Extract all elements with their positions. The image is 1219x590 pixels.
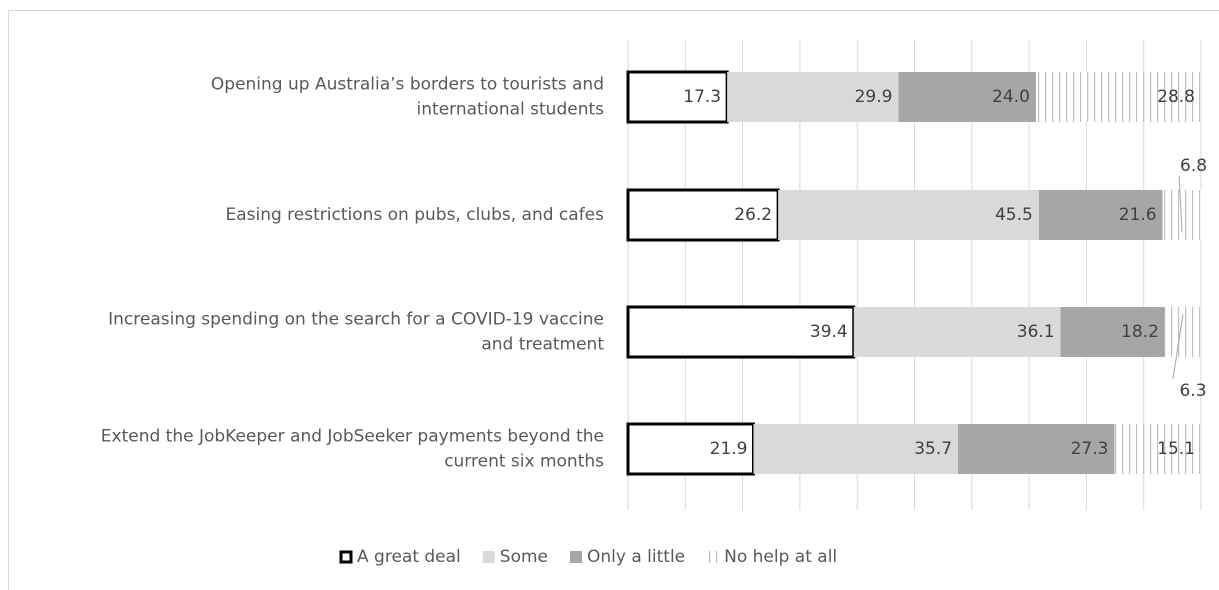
data-label-3-3: 15.1 bbox=[1157, 439, 1195, 459]
legend-label-0: A great deal bbox=[357, 547, 461, 567]
bar-3-3 bbox=[1114, 424, 1201, 474]
category-label-1-0: Easing restrictions on pubs, clubs, and … bbox=[225, 205, 604, 225]
data-label-3-0: 28.8 bbox=[1157, 87, 1195, 107]
data-label-0-2: 39.4 bbox=[810, 322, 848, 342]
bar-0-0 bbox=[626, 70, 729, 124]
bar-2-1 bbox=[1038, 190, 1163, 240]
bar-2-3 bbox=[958, 424, 1115, 474]
data-label-1-0: 29.9 bbox=[855, 87, 893, 107]
data-label-1-1: 45.5 bbox=[995, 205, 1033, 225]
leader-line-2 bbox=[1172, 314, 1184, 380]
data-label-3-1: 6.8 bbox=[1180, 156, 1207, 176]
data-label-2-3: 27.3 bbox=[1071, 439, 1109, 459]
leader-line-1 bbox=[1178, 175, 1183, 233]
bar-2-0 bbox=[898, 72, 1036, 122]
bar-2-2 bbox=[1060, 307, 1165, 357]
data-label-0-0: 17.3 bbox=[683, 87, 721, 107]
legend-swatch-1 bbox=[482, 551, 495, 563]
legend-label-1: Some bbox=[500, 547, 548, 567]
legend-swatch-3 bbox=[707, 551, 720, 563]
category-label-3-0: Extend the JobKeeper and JobSeeker payme… bbox=[101, 427, 604, 447]
bar-layer bbox=[626, 70, 1202, 476]
legend-swatch-2 bbox=[570, 551, 582, 563]
data-label-2-2: 18.2 bbox=[1121, 322, 1159, 342]
data-label-2-1: 21.6 bbox=[1119, 205, 1157, 225]
bar-1-3 bbox=[753, 424, 959, 474]
legend-label-3: No help at all bbox=[724, 547, 837, 567]
legend-label-2: Only a little bbox=[587, 547, 685, 567]
bar-3-1 bbox=[1162, 190, 1202, 240]
legend: A great deal Some Only a little No help at … bbox=[339, 547, 837, 567]
chart-frame bbox=[8, 10, 1219, 590]
category-label-3-1: current six months bbox=[444, 452, 604, 472]
data-label-2-0: 24.0 bbox=[992, 87, 1030, 107]
category-label-0-1: international students bbox=[417, 100, 605, 120]
category-label-0-0: Opening up Australia’s borders to touris… bbox=[211, 75, 604, 95]
bar-1-2 bbox=[853, 307, 1061, 357]
legend-swatch-0 bbox=[339, 550, 353, 564]
label-layer: 17.3 29.9 24.0 28.8 Opening up Australia’s b… bbox=[101, 75, 1207, 472]
bar-0-1 bbox=[626, 188, 780, 242]
data-label-1-2: 36.1 bbox=[1017, 322, 1055, 342]
bar-3-0 bbox=[1035, 72, 1201, 122]
category-label-2-1: and treatment bbox=[481, 335, 604, 355]
bar-1-1 bbox=[778, 190, 1039, 240]
data-label-3-2: 6.3 bbox=[1179, 381, 1206, 401]
data-label-0-3: 21.9 bbox=[710, 439, 748, 459]
category-label-2-0: Increasing spending on the search for a … bbox=[108, 310, 604, 330]
data-label-1-3: 35.7 bbox=[914, 439, 952, 459]
data-label-0-1: 26.2 bbox=[734, 205, 772, 225]
bar-0-3 bbox=[626, 422, 755, 476]
bar-1-0 bbox=[727, 72, 899, 122]
bar-0-2 bbox=[626, 305, 856, 359]
